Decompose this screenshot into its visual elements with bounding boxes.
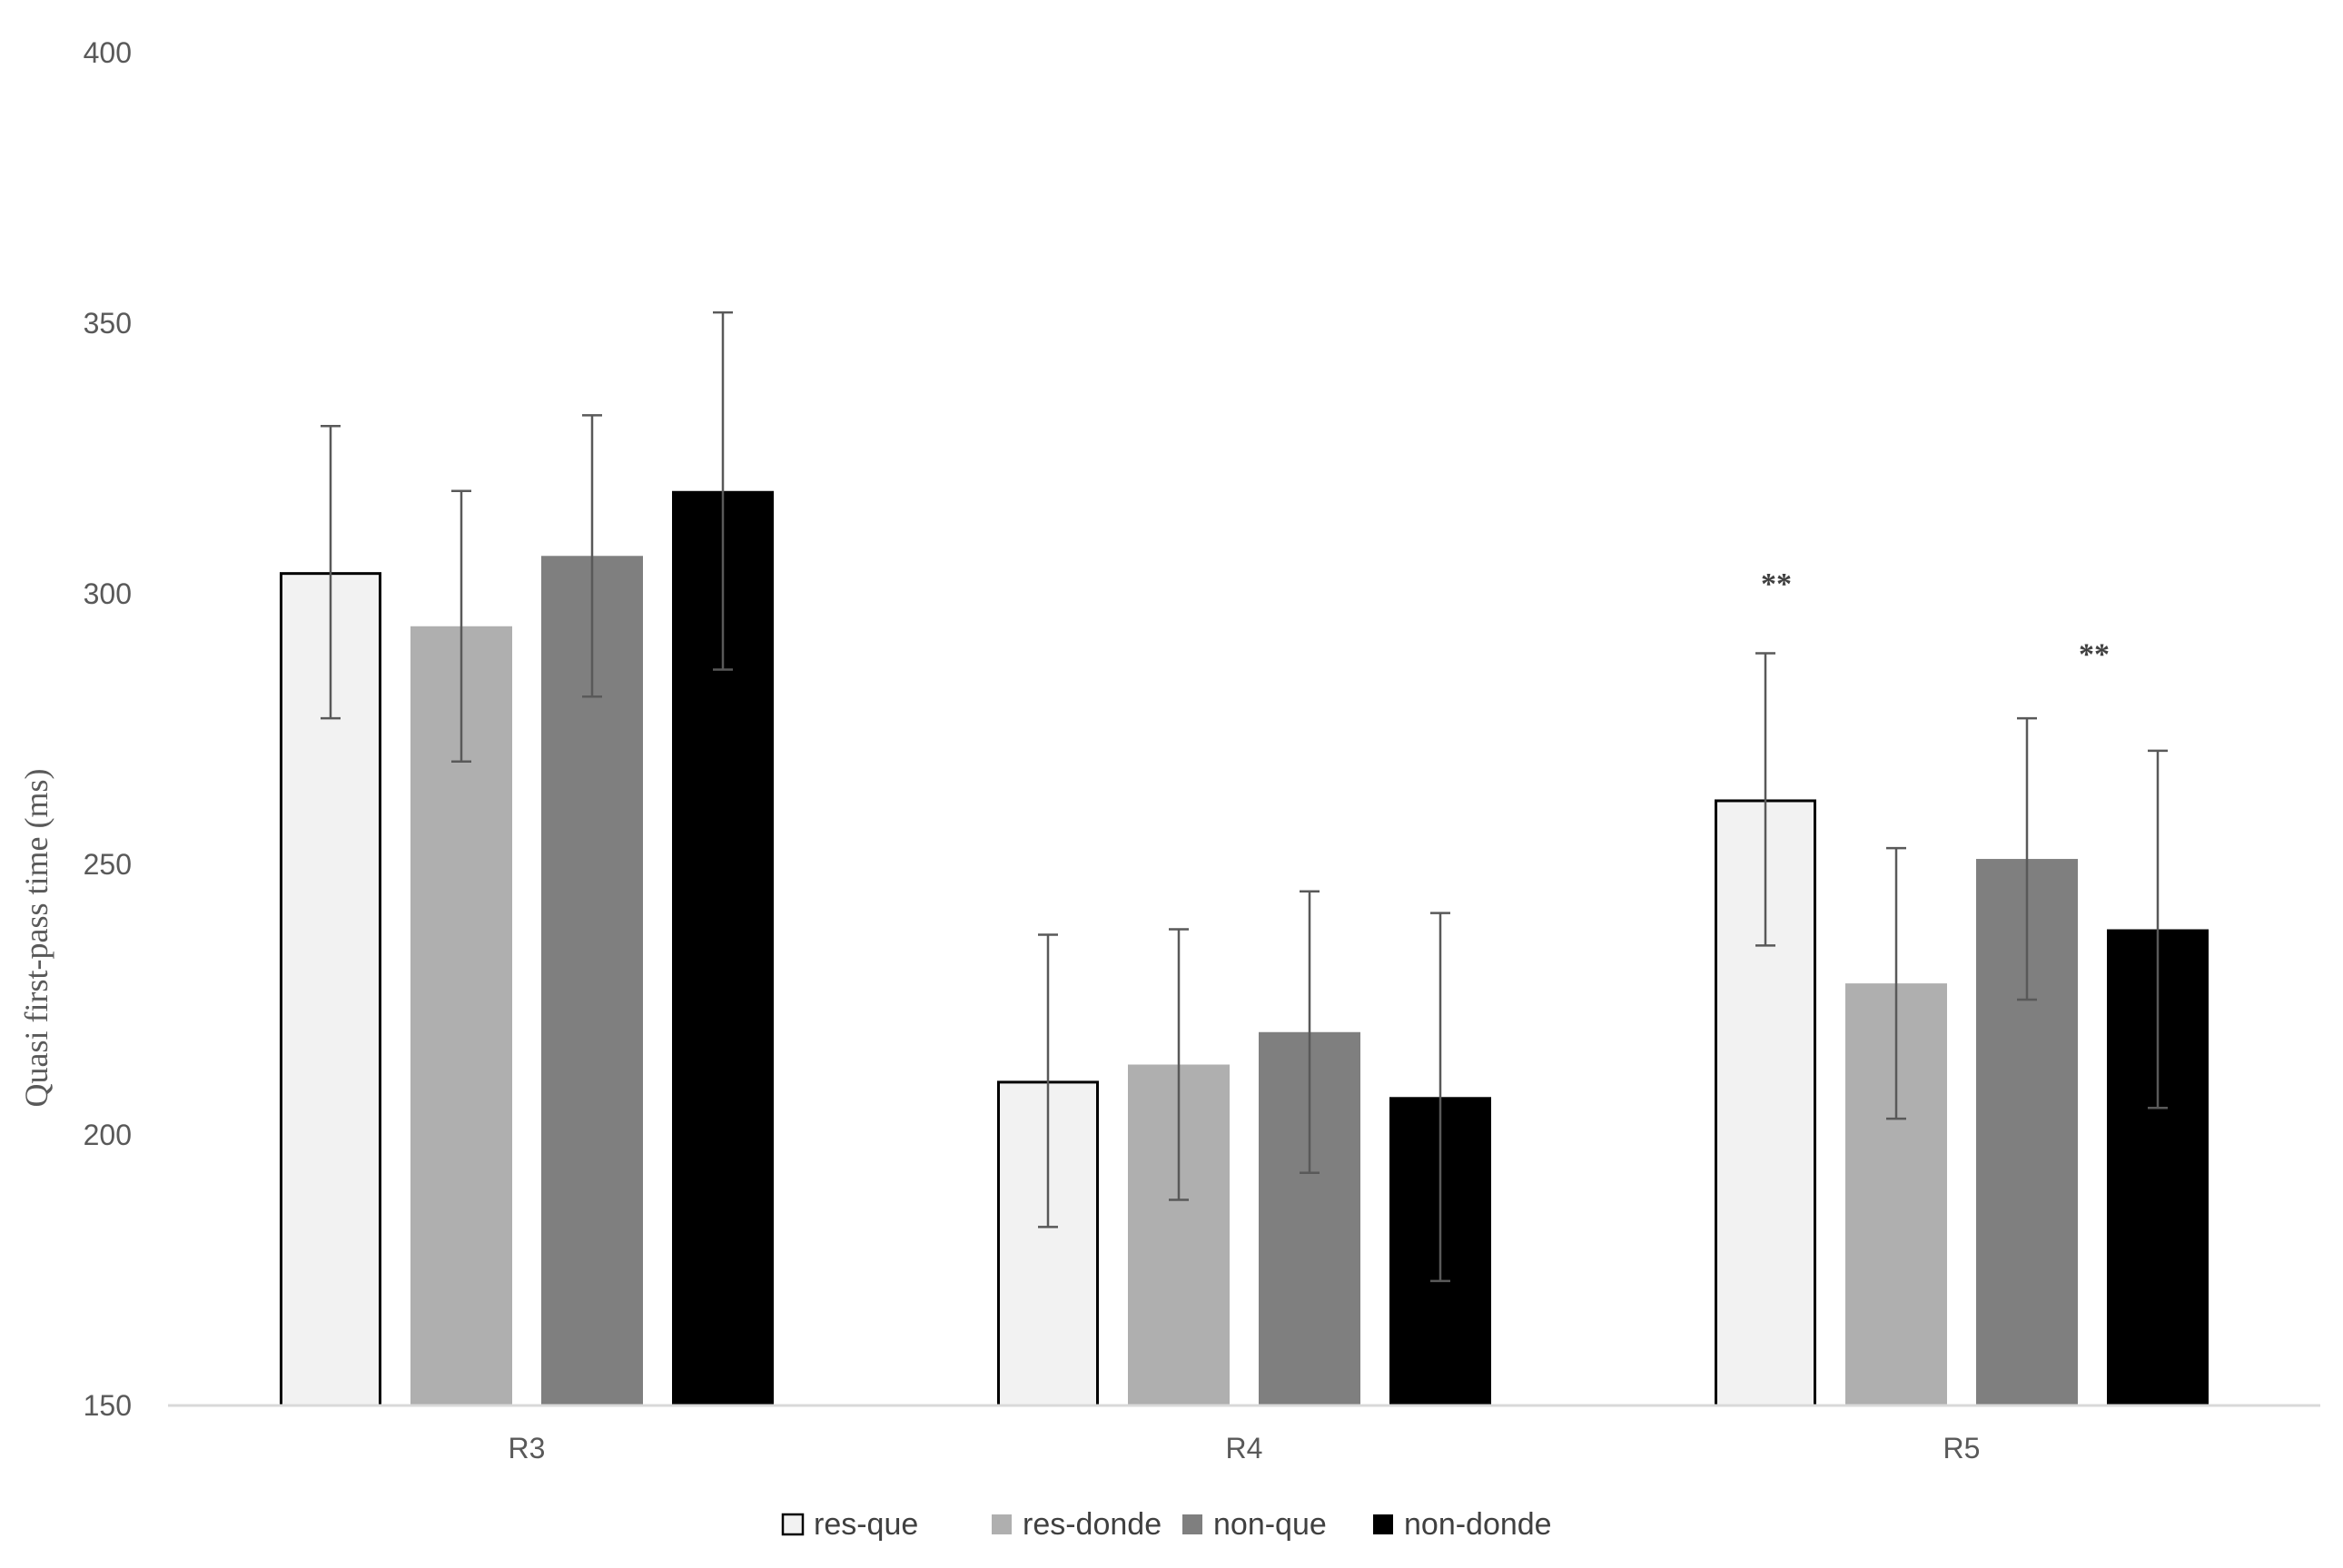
legend-swatch <box>781 1513 805 1536</box>
error-bar-res-que-R3 <box>321 424 341 720</box>
y-tick-label: 400 <box>84 36 132 69</box>
legend-label: non-que <box>1213 1507 1327 1542</box>
legend-label: res-donde <box>1023 1507 1162 1542</box>
legend-swatch <box>1182 1514 1202 1534</box>
significance-annotation: ** <box>1761 567 1792 601</box>
y-tick-label: 150 <box>84 1389 132 1422</box>
error-bar-res-donde-R3 <box>451 489 471 764</box>
legend-item-non-que: non-que <box>1182 1507 1327 1542</box>
y-tick-label: 350 <box>84 307 132 340</box>
error-bar-res-donde-R5 <box>1886 846 1906 1120</box>
legend: res-que res-donde non-que non-donde <box>781 1507 1552 1542</box>
legend-label: non-donde <box>1404 1507 1552 1542</box>
y-tick-label: 200 <box>84 1119 132 1151</box>
error-bar-non-que-R4 <box>1300 890 1320 1174</box>
category-label: R4 <box>1226 1432 1263 1464</box>
error-bar-non-donde-R4 <box>1430 912 1450 1283</box>
y-axis-label: Quasi first-pass time (ms) <box>18 769 54 1108</box>
error-bars <box>321 311 2168 1283</box>
error-bar-res-que-R5 <box>1755 652 1775 947</box>
error-bar-non-que-R3 <box>582 414 602 698</box>
error-bar-res-donde-R4 <box>1169 928 1189 1201</box>
annotations: ** ** <box>1761 567 2110 671</box>
legend-item-non-donde: non-donde <box>1373 1507 1552 1542</box>
legend-swatch <box>992 1514 1012 1534</box>
category-label: R5 <box>1943 1432 1981 1464</box>
y-axis-ticks: 150 200 250 300 350 400 <box>84 36 132 1422</box>
legend-label: res-que <box>814 1507 918 1542</box>
error-bar-non-donde-R5 <box>2148 749 2168 1109</box>
legend-item-res-que: res-que <box>781 1507 918 1542</box>
bars <box>280 490 2209 1407</box>
significance-annotation: ** <box>2079 637 2110 671</box>
legend-swatch <box>1373 1514 1393 1534</box>
legend-item-res-donde: res-donde <box>992 1507 1162 1542</box>
y-tick-label: 300 <box>84 577 132 610</box>
y-axis-label-group: Quasi first-pass time (ms) <box>18 769 54 1108</box>
category-labels: R3 R4 R5 <box>509 1432 1981 1464</box>
category-label: R3 <box>509 1432 546 1464</box>
y-tick-label: 250 <box>84 848 132 881</box>
error-bar-non-que-R5 <box>2017 716 2037 1001</box>
error-bar-non-donde-R3 <box>713 311 733 671</box>
error-bar-res-que-R4 <box>1038 933 1058 1228</box>
